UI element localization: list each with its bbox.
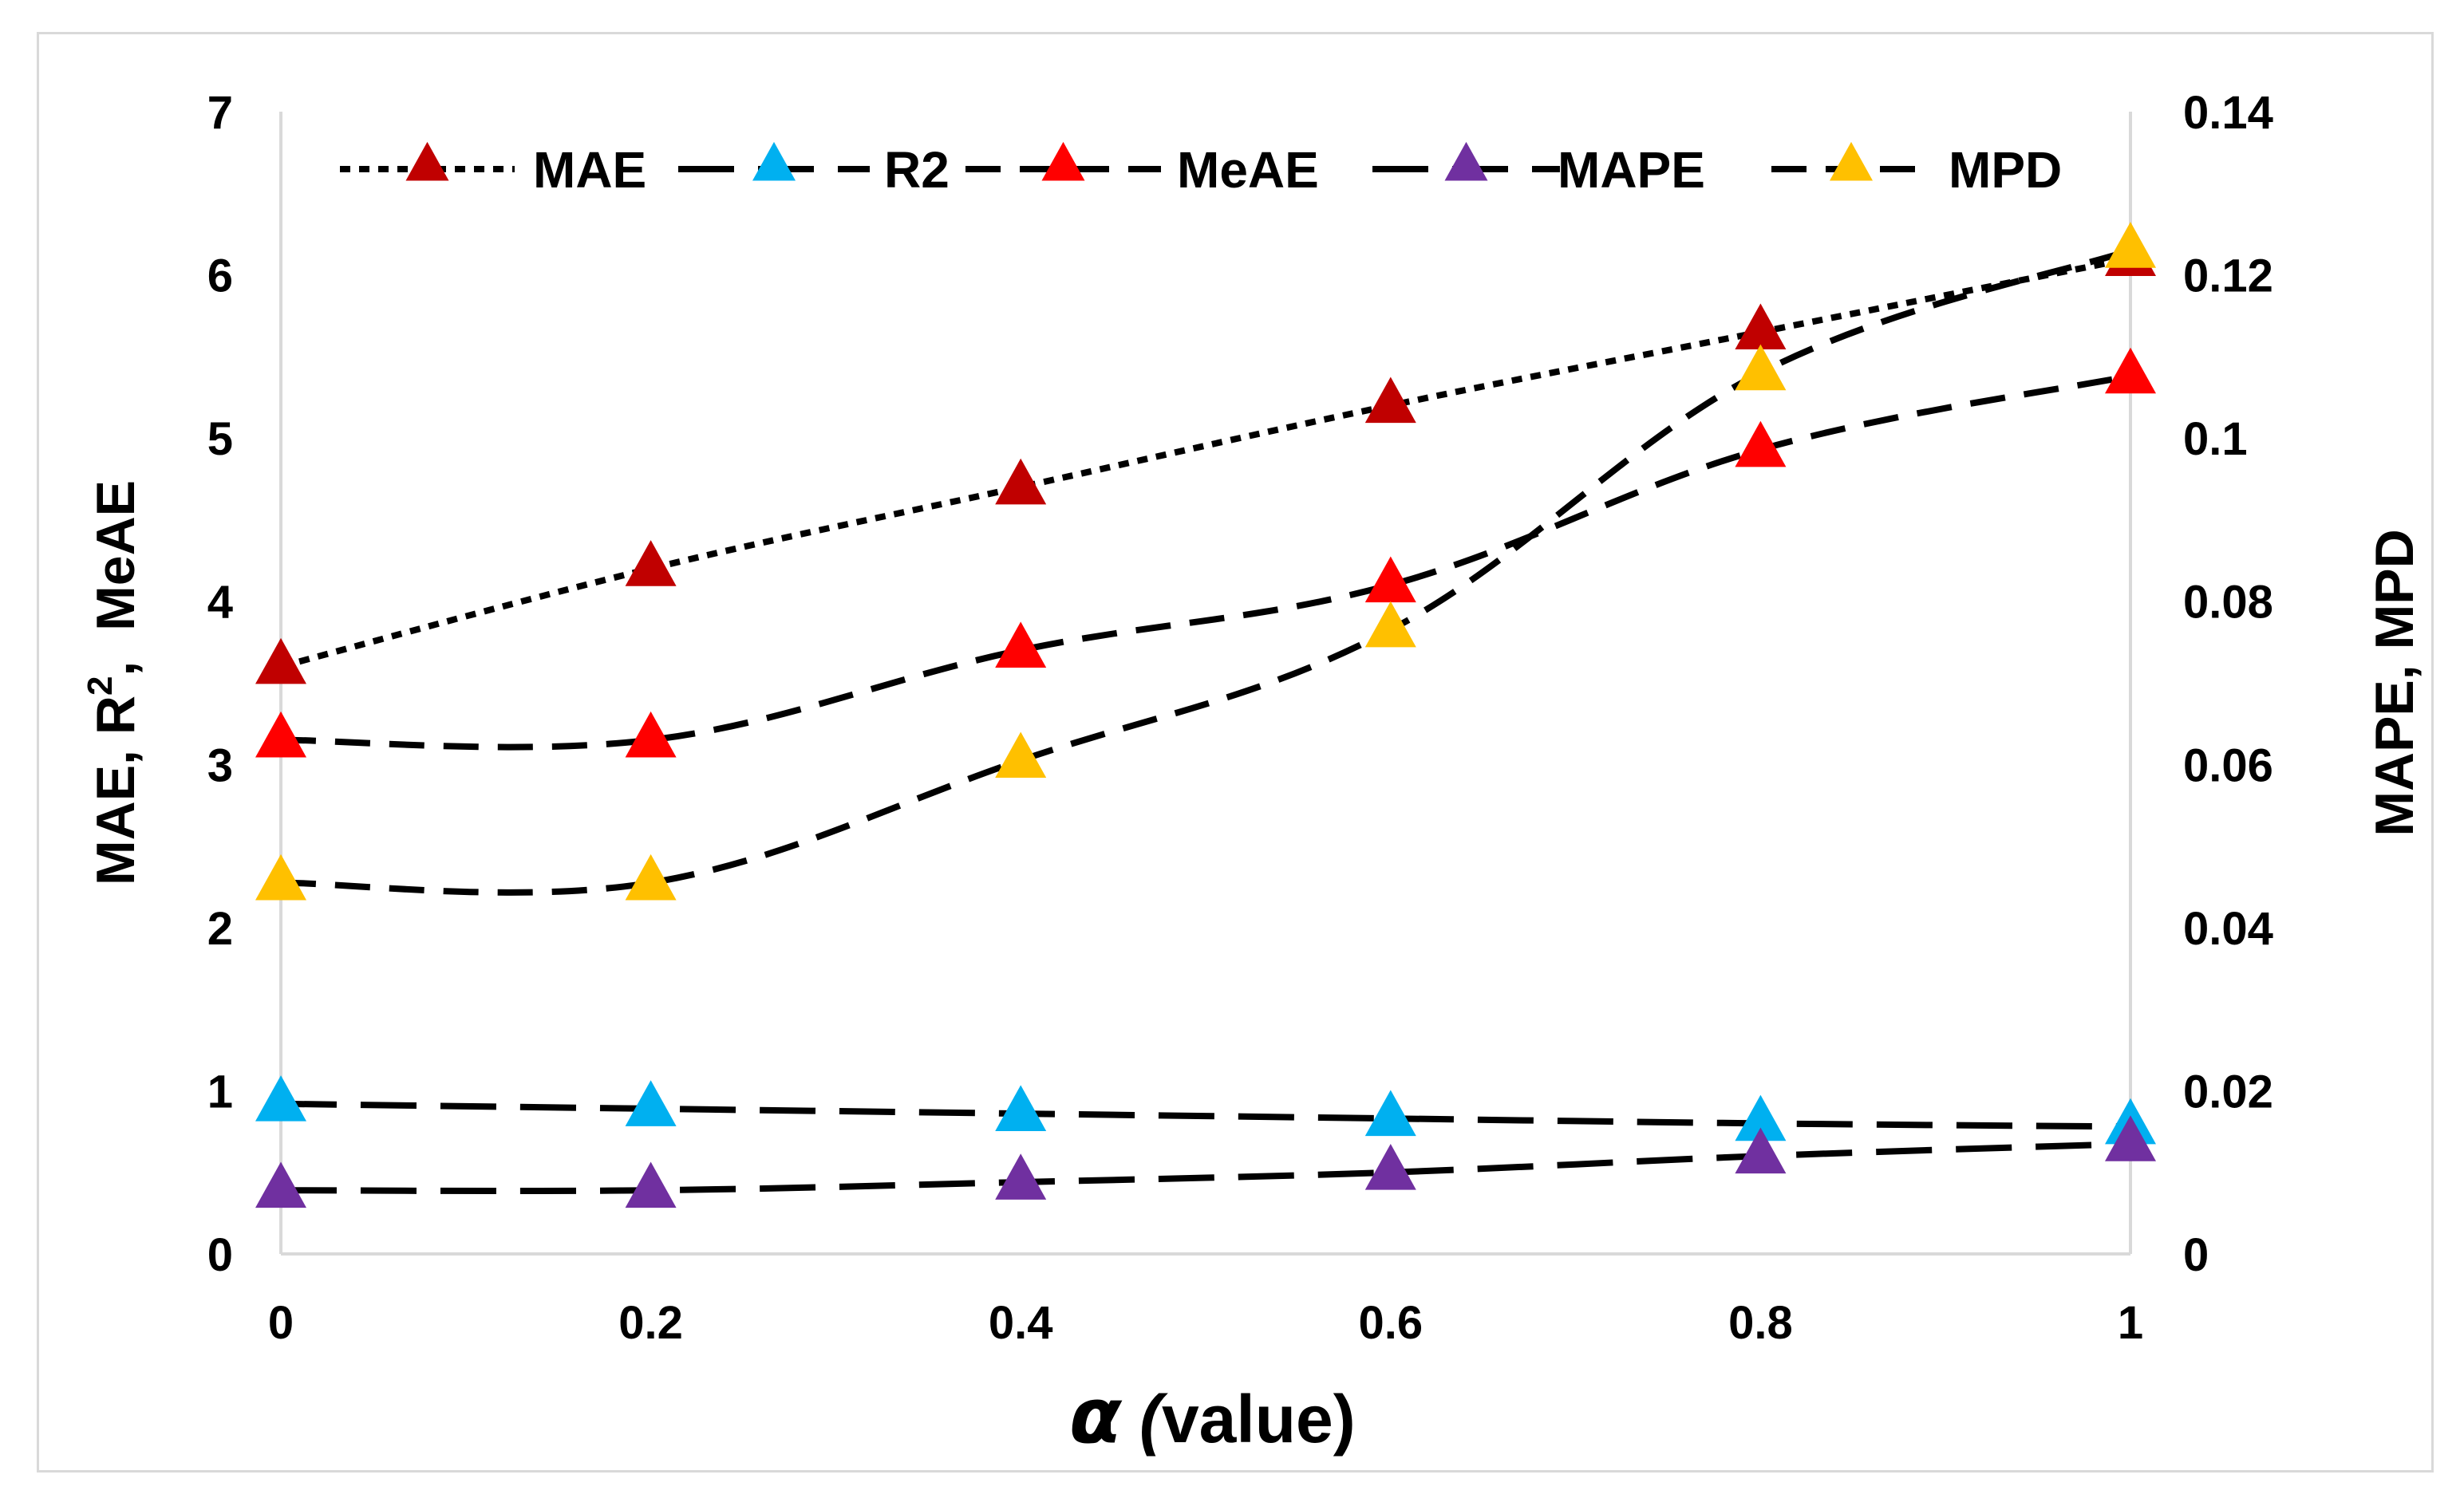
left-tick-label: 4 (207, 577, 233, 629)
right-tick-label: 0.02 (2183, 1066, 2273, 1118)
right-tick-label: 0.04 (2183, 903, 2273, 955)
legend-item-mae: MAE (340, 141, 646, 199)
marker-r2-4 (1735, 1094, 1787, 1141)
left-tick-label: 5 (207, 413, 233, 465)
legend-label: MeAE (1177, 141, 1319, 199)
left-tick-label: 6 (207, 250, 233, 302)
marker-mape-4 (1735, 1127, 1787, 1174)
marker-r2-0 (255, 1075, 306, 1122)
y-axis-title-left: MAE, R2, MeAE (81, 480, 146, 885)
legend-label: MAPE (1558, 141, 1705, 199)
series-markers (255, 222, 2156, 1208)
legend-item-r2: R2 (678, 141, 950, 199)
marker-mape-1 (625, 1161, 677, 1208)
x-tick-label: 0.8 (1728, 1297, 1793, 1349)
x-axis-title: α (value) (1069, 1371, 1356, 1461)
series-line-mae (279, 255, 2131, 670)
x-tick-label: 0.6 (1358, 1297, 1423, 1349)
legend: MAE R2 MeAE MAPE MPD (340, 141, 2062, 199)
right-tick-label: 0.12 (2183, 250, 2273, 302)
right-tick-label: 0.06 (2183, 739, 2273, 791)
marker-mpd-0 (255, 854, 306, 901)
left-tick-label: 1 (207, 1066, 233, 1118)
y-axis-title-right: MAPE, MPD (2364, 529, 2425, 836)
marker-r2-2 (995, 1085, 1047, 1131)
marker-meae-0 (255, 711, 306, 758)
legend-item-mpd: MPD (1771, 141, 2062, 199)
x-tick-label: 0.2 (618, 1297, 683, 1349)
legend-marker (1041, 141, 1085, 181)
x-tick-labels: 0 0.2 0.4 0.6 0.8 1 (268, 1297, 2143, 1349)
marker-mpd-1 (625, 854, 677, 901)
series-line-mpd (280, 247, 2132, 896)
marker-mpd-2 (995, 731, 1047, 779)
x-tick-label: 0 (268, 1297, 294, 1349)
legend-marker (1444, 141, 1488, 181)
right-tick-label: 0.08 (2183, 577, 2273, 629)
left-tick-label: 3 (207, 739, 233, 791)
marker-mpd-3 (1364, 601, 1416, 648)
legend-marker (752, 141, 796, 181)
left-tick-label: 7 (207, 87, 233, 139)
series-lines (279, 247, 2132, 1195)
left-tick-label: 2 (207, 903, 233, 955)
marker-meae-3 (1364, 556, 1416, 603)
marker-meae-4 (1735, 420, 1787, 467)
marker-r2-1 (625, 1080, 677, 1126)
marker-meae-1 (625, 711, 677, 758)
x-tick-label: 1 (2118, 1297, 2143, 1349)
marker-mae-4 (1735, 303, 1787, 350)
series-line-meae (280, 373, 2131, 751)
alpha-symbol: α (1069, 1371, 1123, 1461)
legend-label: R2 (884, 141, 950, 199)
marker-mape-0 (255, 1161, 306, 1208)
legend-item-mape: MAPE (1372, 141, 1705, 199)
legend-label: MAE (533, 141, 646, 199)
right-tick-label: 0.14 (2183, 87, 2273, 139)
marker-r2-3 (1364, 1090, 1416, 1137)
series-line-r2 (280, 1100, 2131, 1130)
marker-mae-1 (625, 540, 677, 586)
chart-frame (37, 32, 2434, 1472)
marker-mape-3 (1364, 1144, 1416, 1190)
right-tick-labels: 0 0.02 0.04 0.06 0.08 0.1 0.12 0.14 (2183, 87, 2273, 1281)
legend-label: MPD (1949, 141, 2062, 199)
marker-meae-5 (2105, 347, 2156, 394)
marker-meae-2 (995, 621, 1047, 668)
legend-marker (405, 141, 449, 181)
right-tick-label: 0 (2183, 1229, 2209, 1281)
left-tick-labels: 0 1 2 3 4 5 6 7 (207, 87, 233, 1281)
right-tick-label: 0.1 (2183, 413, 2248, 465)
marker-mae-3 (1364, 376, 1416, 424)
marker-mae-2 (995, 458, 1047, 505)
marker-mpd-4 (1735, 344, 1787, 391)
x-tick-label: 0.4 (989, 1297, 1053, 1349)
legend-item-meae: MeAE (965, 141, 1319, 199)
marker-mape-2 (995, 1153, 1047, 1200)
marker-mae-0 (255, 637, 306, 684)
marker-mape-5 (2105, 1115, 2156, 1161)
left-tick-label: 0 (207, 1229, 233, 1281)
series-line-mape (280, 1140, 2131, 1195)
legend-marker (1830, 141, 1873, 181)
marker-mpd-5 (2105, 222, 2156, 268)
